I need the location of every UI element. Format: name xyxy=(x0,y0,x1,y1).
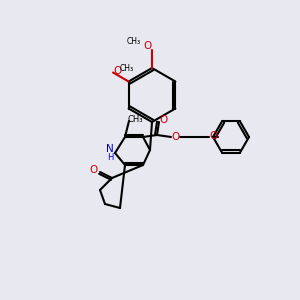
Text: O: O xyxy=(143,41,151,51)
Text: O: O xyxy=(90,165,98,175)
Text: CH₃: CH₃ xyxy=(120,64,134,73)
Text: O: O xyxy=(210,131,218,141)
Text: H: H xyxy=(107,152,113,161)
Text: O: O xyxy=(159,115,167,125)
Text: O: O xyxy=(172,132,180,142)
Text: O: O xyxy=(113,65,121,76)
Text: N: N xyxy=(106,144,114,154)
Text: CH₃: CH₃ xyxy=(127,116,143,124)
Text: CH₃: CH₃ xyxy=(127,38,141,46)
